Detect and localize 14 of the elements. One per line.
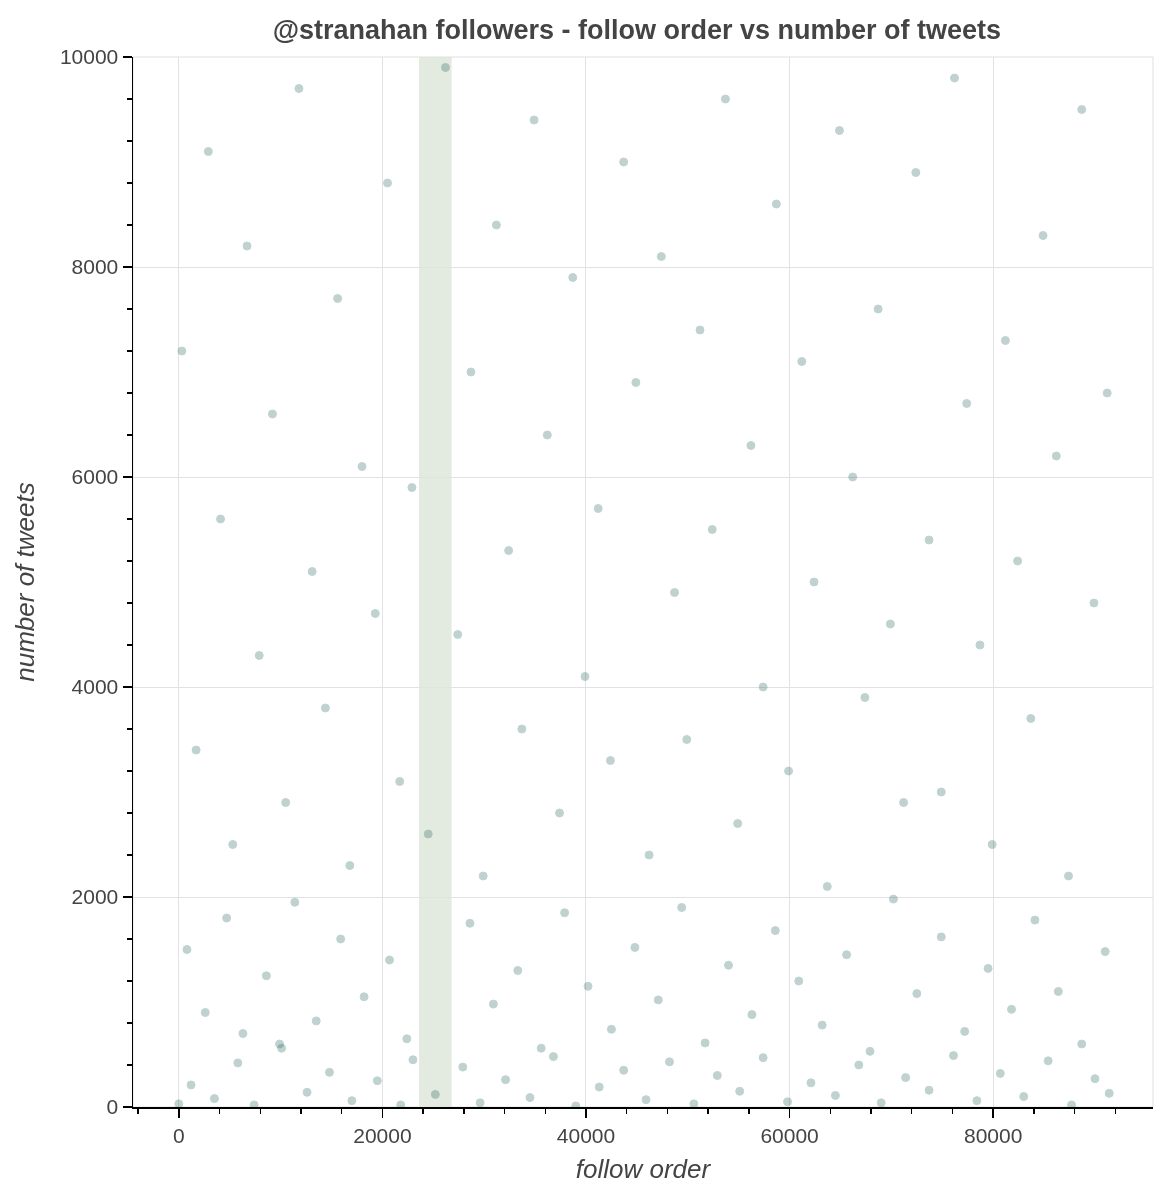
y-tick-label: 2000 (71, 885, 119, 909)
x-axis-title: follow order (575, 1154, 712, 1185)
y-tick-label: 6000 (71, 465, 119, 489)
x-tick-label: 40000 (556, 1123, 616, 1147)
y-tick-label: 0 (106, 1095, 119, 1119)
x-tick-label: 20000 (353, 1123, 412, 1147)
x-tick-label: 80000 (963, 1123, 1023, 1147)
chart-title: @stranahan followers - follow order vs number of tweets (272, 15, 1002, 46)
y-tick-label: 4000 (71, 675, 119, 699)
y-tick-label: 8000 (71, 255, 119, 279)
y-axis-title: number of tweets (9, 482, 40, 682)
x-tick-label: 60000 (760, 1123, 819, 1147)
y-tick-label: 10000 (59, 45, 119, 69)
x-tick-label: 0 (172, 1123, 185, 1147)
